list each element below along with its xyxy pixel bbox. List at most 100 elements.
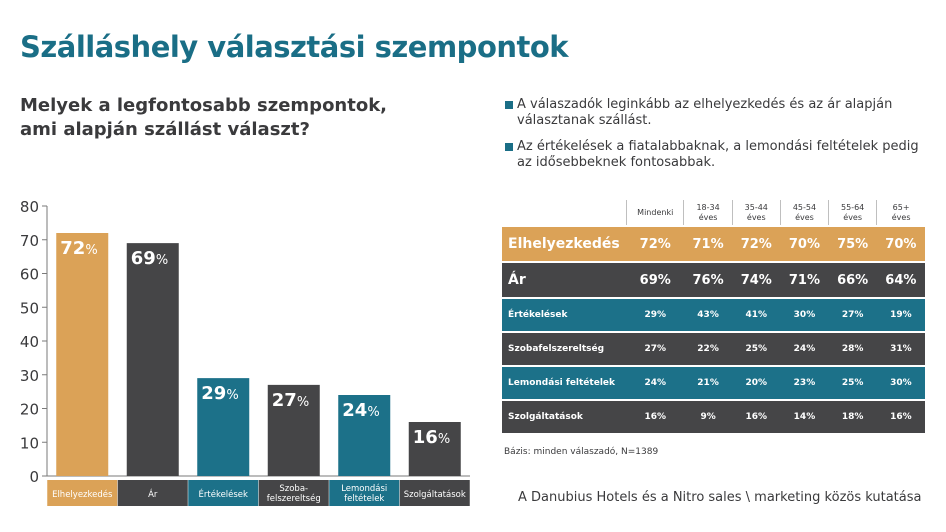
table-corner xyxy=(502,200,627,226)
table-cell: 14% xyxy=(780,399,829,433)
table-cell: 72% xyxy=(732,225,781,262)
question-line-2: ami alapján szállást választ? xyxy=(20,119,310,140)
category-label: Értékelések xyxy=(199,488,249,500)
table-cell: 27% xyxy=(626,331,684,366)
table-cell: 18% xyxy=(828,399,877,433)
bar-value-label: 69% xyxy=(131,248,168,269)
bar-value-label: 27% xyxy=(272,390,309,411)
question-line-1: Melyek a legfontosabb szempontok, xyxy=(20,95,388,116)
bar-value-label: 16% xyxy=(413,427,450,448)
column-header-label: 35-44 xyxy=(744,202,768,212)
column-header-sublabel: éves xyxy=(843,212,863,222)
table-cell: 27% xyxy=(828,297,877,332)
category-label: Szoba- xyxy=(279,484,308,494)
y-tick-label: 30 xyxy=(20,367,39,385)
sample-basis-note: Bázis: minden válaszadó, N=1389 xyxy=(504,447,659,457)
bar xyxy=(408,422,461,476)
row-label: Elhelyezkedés xyxy=(502,225,627,262)
finding-line: választanak szállást. xyxy=(517,113,652,128)
table-cell: 28% xyxy=(828,331,877,366)
y-tick-label: 80 xyxy=(20,198,39,216)
table-cell: 25% xyxy=(732,331,781,366)
finding-line: az idősebbeknek fontosabbak. xyxy=(517,155,716,170)
table-cell: 70% xyxy=(780,225,829,262)
table-cell: 23% xyxy=(780,365,829,400)
bar xyxy=(267,384,320,476)
table-cell: 16% xyxy=(876,399,925,433)
column-header: 45-54 éves xyxy=(779,200,829,226)
bar-value-label: 29% xyxy=(201,383,238,404)
table-row: Értékelések 29% 43% 41% 30% 27% 19% xyxy=(502,297,925,332)
table-row: Szolgáltatások 16% 9% 16% 14% 18% 16% xyxy=(502,399,925,433)
bar-value-label: 24% xyxy=(342,400,379,421)
column-header: 18-34 éves xyxy=(683,200,733,226)
table-cell: 24% xyxy=(780,331,829,366)
table-cell: 70% xyxy=(876,225,925,262)
table-cell: 22% xyxy=(683,331,733,366)
table-row: Lemondási feltételek 24% 21% 20% 23% 25%… xyxy=(502,365,925,400)
row-label: Ár xyxy=(502,261,627,298)
column-header-label: 45-54 xyxy=(792,202,817,212)
row-label: Szolgáltatások xyxy=(502,399,627,433)
table-cell: 21% xyxy=(683,365,733,400)
column-header-label: 65+ xyxy=(892,202,910,212)
category-label: felszereltség xyxy=(267,493,321,504)
table-cell: 64% xyxy=(876,261,925,298)
table-cell: 71% xyxy=(780,261,829,298)
bar-chart: 0 10 20 30 40 50 60 70 80 72% Elhelyezkedés 69% Ár 29… xyxy=(20,198,470,506)
table-cell: 74% xyxy=(732,261,781,298)
column-header: Mindenki xyxy=(625,200,684,226)
column-header-sublabel: éves xyxy=(891,212,911,222)
table-cell: 30% xyxy=(876,365,925,400)
row-label: Értékelések xyxy=(502,297,627,332)
category-label: Lemondási xyxy=(341,484,387,494)
category-label-box xyxy=(117,480,188,506)
table-cell: 69% xyxy=(626,261,684,298)
y-tick-label: 50 xyxy=(20,299,39,317)
bar xyxy=(197,378,250,476)
column-header-sublabel: éves xyxy=(698,212,718,222)
y-tick-label: 20 xyxy=(20,401,39,419)
chart-question: Melyek a legfontosabb szempontok, ami al… xyxy=(20,94,400,142)
column-header: 65+ éves xyxy=(876,200,925,226)
column-header-label: Mindenki xyxy=(637,207,674,217)
y-tick-label: 70 xyxy=(20,232,39,250)
table-row: Elhelyezkedés 72% 71% 72% 70% 75% 70% xyxy=(502,225,925,262)
table-cell: 20% xyxy=(732,365,781,400)
column-header-sublabel: éves xyxy=(746,212,766,222)
table-row: Szobafelszereltség 27% 22% 25% 24% 28% 3… xyxy=(502,331,925,366)
square-bullet-icon xyxy=(505,143,513,151)
finding-line: A válaszadók leginkább az elhelyezkedés … xyxy=(517,97,893,112)
bar xyxy=(56,233,109,476)
category-label-box xyxy=(258,480,329,506)
category-label-box xyxy=(188,480,259,506)
column-header: 35-44 éves xyxy=(731,200,781,226)
table-cell: 31% xyxy=(876,331,925,366)
age-breakdown-table: Mindenki 18-34 éves 35-44 éves 45-54 éves 5… xyxy=(502,200,925,433)
column-header-label: 55-64 xyxy=(841,202,865,212)
bar-value-label: 72% xyxy=(60,238,97,259)
finding-item: A válaszadók leginkább az elhelyezkedés … xyxy=(505,97,925,129)
table-cell: 25% xyxy=(828,365,877,400)
table-cell: 41% xyxy=(732,297,781,332)
column-header-label: 18-34 xyxy=(696,202,720,212)
category-label-box xyxy=(399,480,470,506)
column-header-sublabel: éves xyxy=(795,212,814,222)
finding-item: Az értékelések a fiatalabbaknak, a lemon… xyxy=(505,139,925,171)
row-label: Szobafelszereltség xyxy=(502,331,627,366)
y-tick-label: 10 xyxy=(20,434,39,452)
table-cell: 9% xyxy=(683,399,733,433)
bar xyxy=(126,243,179,476)
key-findings: A válaszadók leginkább az elhelyezkedés … xyxy=(505,97,925,181)
table-cell: 30% xyxy=(780,297,829,332)
table-cell: 29% xyxy=(626,297,684,332)
page-title: Szálláshely választási szempontok xyxy=(20,30,569,64)
table-cell: 43% xyxy=(683,297,733,332)
table-header-row: Mindenki 18-34 éves 35-44 éves 45-54 éves 5… xyxy=(502,200,925,226)
source-note: A Danubius Hotels és a Nitro sales \ mar… xyxy=(518,490,922,505)
column-header: 55-64 éves xyxy=(828,200,877,226)
y-tick-label: 40 xyxy=(20,333,39,351)
table-cell: 72% xyxy=(626,225,684,262)
table-cell: 19% xyxy=(876,297,925,332)
category-label: Szolgáltatások xyxy=(404,490,466,500)
